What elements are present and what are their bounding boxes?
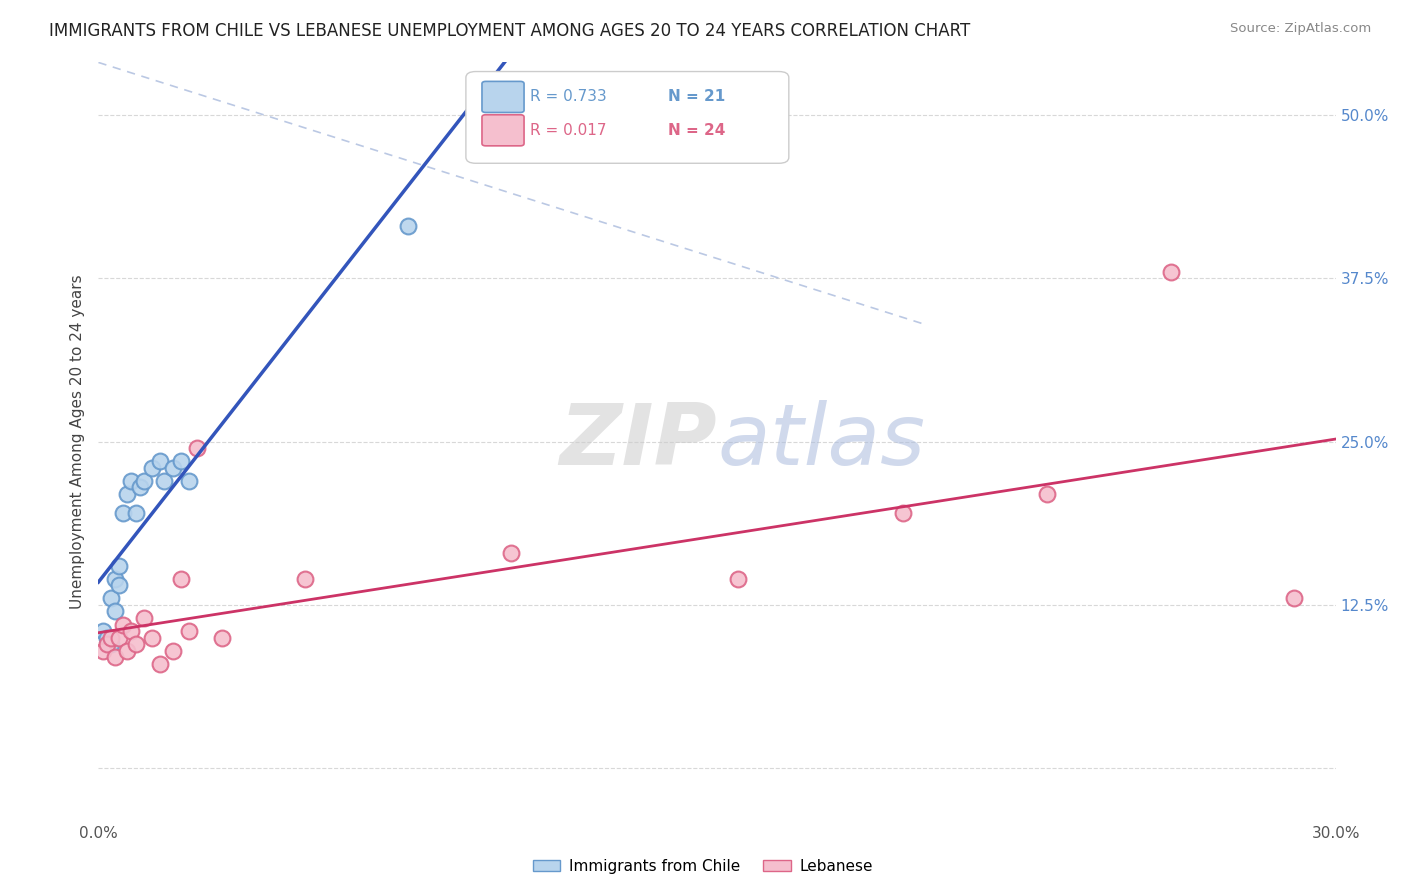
Point xyxy=(162,460,184,475)
Point xyxy=(153,474,176,488)
Point xyxy=(91,624,114,639)
Point xyxy=(100,591,122,606)
Point xyxy=(108,578,131,592)
Point xyxy=(124,637,146,651)
Point xyxy=(179,474,201,488)
Point xyxy=(727,572,749,586)
Point xyxy=(149,454,172,468)
Text: atlas: atlas xyxy=(717,400,925,483)
FancyBboxPatch shape xyxy=(482,115,524,145)
FancyBboxPatch shape xyxy=(482,81,524,112)
Point xyxy=(141,631,163,645)
Point xyxy=(141,460,163,475)
Point xyxy=(120,624,142,639)
Point xyxy=(96,637,118,651)
Point xyxy=(108,558,131,573)
Point xyxy=(1160,264,1182,278)
Point xyxy=(128,480,150,494)
Point xyxy=(211,631,233,645)
Y-axis label: Unemployment Among Ages 20 to 24 years: Unemployment Among Ages 20 to 24 years xyxy=(70,274,86,609)
Point xyxy=(100,631,122,645)
Point xyxy=(108,631,131,645)
Point xyxy=(1036,487,1059,501)
Point xyxy=(104,605,127,619)
Point xyxy=(96,631,118,645)
Text: IMMIGRANTS FROM CHILE VS LEBANESE UNEMPLOYMENT AMONG AGES 20 TO 24 YEARS CORRELA: IMMIGRANTS FROM CHILE VS LEBANESE UNEMPL… xyxy=(49,22,970,40)
Point xyxy=(170,454,193,468)
Text: N = 21: N = 21 xyxy=(668,89,725,104)
Text: ZIP: ZIP xyxy=(560,400,717,483)
Point xyxy=(112,507,135,521)
Point xyxy=(104,572,127,586)
Point xyxy=(162,643,184,657)
Point xyxy=(132,611,155,625)
Point xyxy=(1284,591,1306,606)
Point xyxy=(294,572,316,586)
Point xyxy=(117,643,139,657)
Text: N = 24: N = 24 xyxy=(668,123,725,137)
Point xyxy=(186,441,208,455)
Point xyxy=(179,624,201,639)
Point xyxy=(891,507,914,521)
Point xyxy=(149,657,172,671)
Point xyxy=(170,572,193,586)
Point xyxy=(117,487,139,501)
FancyBboxPatch shape xyxy=(465,71,789,163)
Point xyxy=(499,546,522,560)
Text: Source: ZipAtlas.com: Source: ZipAtlas.com xyxy=(1230,22,1371,36)
Point xyxy=(100,637,122,651)
Point xyxy=(91,643,114,657)
Point xyxy=(120,474,142,488)
Point xyxy=(396,219,419,233)
Text: R = 0.017: R = 0.017 xyxy=(530,123,607,137)
Legend: Immigrants from Chile, Lebanese: Immigrants from Chile, Lebanese xyxy=(526,853,880,880)
Point xyxy=(124,507,146,521)
Point xyxy=(104,650,127,665)
Text: R = 0.733: R = 0.733 xyxy=(530,89,607,104)
Point xyxy=(112,617,135,632)
Point xyxy=(132,474,155,488)
